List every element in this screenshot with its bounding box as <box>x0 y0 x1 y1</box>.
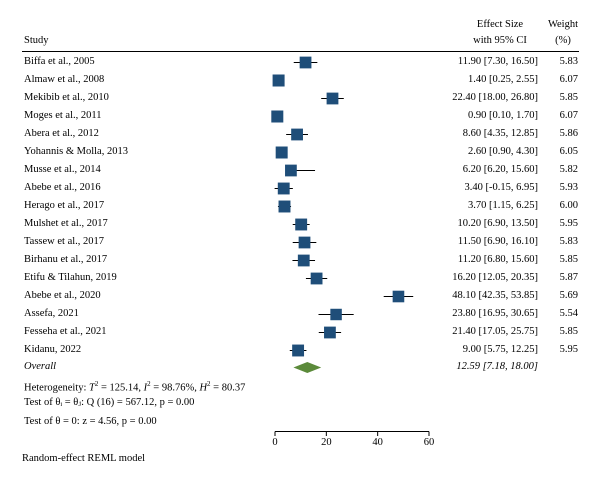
study-label: Musse et al., 2014 <box>24 164 101 175</box>
study-ci: 11.50 [6.90, 16.10] <box>457 236 538 247</box>
study-weight: 5.87 <box>559 272 578 283</box>
study-label: Tassew et al., 2017 <box>24 236 105 247</box>
study-weight: 5.93 <box>559 182 578 193</box>
effect-marker <box>271 110 284 123</box>
x-tick-label: 60 <box>423 437 435 448</box>
overall-diamond <box>293 362 322 373</box>
effect-marker <box>278 200 291 213</box>
header-effect-line1: Effect Size <box>476 19 524 30</box>
h2-symbol: H <box>199 382 208 394</box>
study-label: Etifu & Tilahun, 2019 <box>24 272 117 283</box>
study-label: Mekibib et al., 2010 <box>24 92 109 103</box>
study-weight: 5.82 <box>559 164 578 175</box>
study-label: Yohannis & Molla, 2013 <box>24 146 128 157</box>
tau2-symbol: T <box>89 382 95 394</box>
effect-marker <box>291 128 303 141</box>
study-ci: 48.10 [42.35, 53.85] <box>452 290 538 301</box>
study-label: Kidanu, 2022 <box>24 344 82 355</box>
model-footnote: Random-effect REML model <box>22 453 146 464</box>
study-ci: 1.40 [0.25, 2.55] <box>468 74 538 85</box>
effect-marker <box>330 308 342 321</box>
h2-value: = 80.37 <box>210 382 246 394</box>
header-weight-line2: (%) <box>555 35 571 46</box>
effect-marker <box>298 236 311 249</box>
effect-marker <box>292 344 305 357</box>
study-label: Biffa et al., 2005 <box>24 56 95 67</box>
x-tick-label: 40 <box>372 437 383 448</box>
study-label: Fesseha et al., 2021 <box>24 326 107 337</box>
study-ci: 3.70 [1.15, 6.25] <box>468 200 538 211</box>
effect-marker <box>277 182 290 195</box>
study-ci: 21.40 [17.05, 25.75] <box>452 326 538 337</box>
study-ci: 23.80 [16.95, 30.65] <box>452 308 538 319</box>
effect-marker <box>324 326 336 339</box>
study-ci: 3.40 [-0.15, 6.95] <box>464 182 539 193</box>
study-weight: 5.95 <box>559 344 578 355</box>
study-ci: 10.20 [6.90, 13.50] <box>457 218 539 229</box>
effect-marker <box>392 290 405 303</box>
study-weight: 5.86 <box>559 128 578 139</box>
effect-marker <box>272 74 285 87</box>
study-weight: 6.05 <box>559 146 578 157</box>
study-weight: 6.07 <box>559 74 578 85</box>
effect-marker <box>297 254 310 267</box>
study-label: Moges et al., 2011 <box>24 110 102 121</box>
overall-ci: 12.59 [7.18, 18.00] <box>456 361 538 372</box>
study-label: Birhanu et al., 2017 <box>24 254 108 265</box>
study-weight: 5.54 <box>559 308 578 319</box>
study-label: Mulshet et al., 2017 <box>24 218 108 229</box>
study-weight: 5.83 <box>559 236 578 247</box>
header-weight: Weight (%) <box>538 19 588 47</box>
header-effect-line2: with 95% CI <box>473 35 527 46</box>
tau2-value: = 125.14, <box>98 382 144 394</box>
study-label: Herago et al., 2017 <box>24 200 105 211</box>
study-ci: 0.90 [0.10, 1.70] <box>468 110 538 121</box>
study-label: Abebe et al., 2020 <box>24 290 101 301</box>
study-ci: 16.20 [12.05, 20.35] <box>452 272 538 283</box>
study-ci: 11.90 [7.30, 16.50] <box>457 56 538 67</box>
study-weight: 6.00 <box>559 200 578 211</box>
study-weight: 6.07 <box>559 110 578 121</box>
study-weight: 5.95 <box>559 218 578 229</box>
effect-marker <box>285 164 297 177</box>
test-effect: Test of θ = 0: z = 4.56, p = 0.00 <box>24 416 157 427</box>
i2-symbol: I <box>143 382 148 394</box>
effect-marker <box>326 92 339 105</box>
header-rule <box>22 51 579 52</box>
study-ci: 2.60 [0.90, 4.30] <box>468 146 538 157</box>
overall-label: Overall <box>24 361 57 372</box>
study-ci: 22.40 [18.00, 26.80] <box>452 92 538 103</box>
effect-marker <box>299 56 312 69</box>
study-weight: 5.85 <box>559 326 578 337</box>
heterogeneity-prefix: Heterogeneity: <box>24 382 90 394</box>
effect-marker <box>310 272 323 285</box>
study-weight: 5.69 <box>559 290 578 301</box>
study-label: Almaw et al., 2008 <box>24 74 105 85</box>
study-label: Abebe et al., 2016 <box>24 182 101 193</box>
effect-marker <box>275 146 288 159</box>
study-label: Abera et al., 2012 <box>24 128 99 139</box>
x-tick-label: 20 <box>321 437 332 448</box>
study-ci: 9.00 [5.75, 12.25] <box>462 344 538 355</box>
study-ci: 11.20 [6.80, 15.60] <box>457 254 538 265</box>
i2-value: = 98.76%, <box>150 382 200 394</box>
study-label: Assefa, 2021 <box>24 308 79 319</box>
study-weight: 5.85 <box>559 254 578 265</box>
study-ci: 6.20 [6.20, 15.60] <box>462 164 538 175</box>
study-ci: 8.60 [4.35, 12.85] <box>462 128 538 139</box>
header-effect-size: Effect Size with 95% CI <box>452 19 548 47</box>
x-tick-label: 0 <box>272 437 278 448</box>
header-weight-line1: Weight <box>547 19 579 30</box>
study-weight: 5.83 <box>559 56 578 67</box>
study-weight: 5.85 <box>559 92 578 103</box>
header-study: Study <box>24 35 49 46</box>
heterogeneity-text: Heterogeneity: T2 = 125.14, I2 = 98.76%,… <box>24 380 246 394</box>
test-homogeneity: Test of θᵢ = θⱼ: Q (16) = 567.12, p = 0.… <box>24 397 195 408</box>
effect-marker <box>295 218 308 231</box>
